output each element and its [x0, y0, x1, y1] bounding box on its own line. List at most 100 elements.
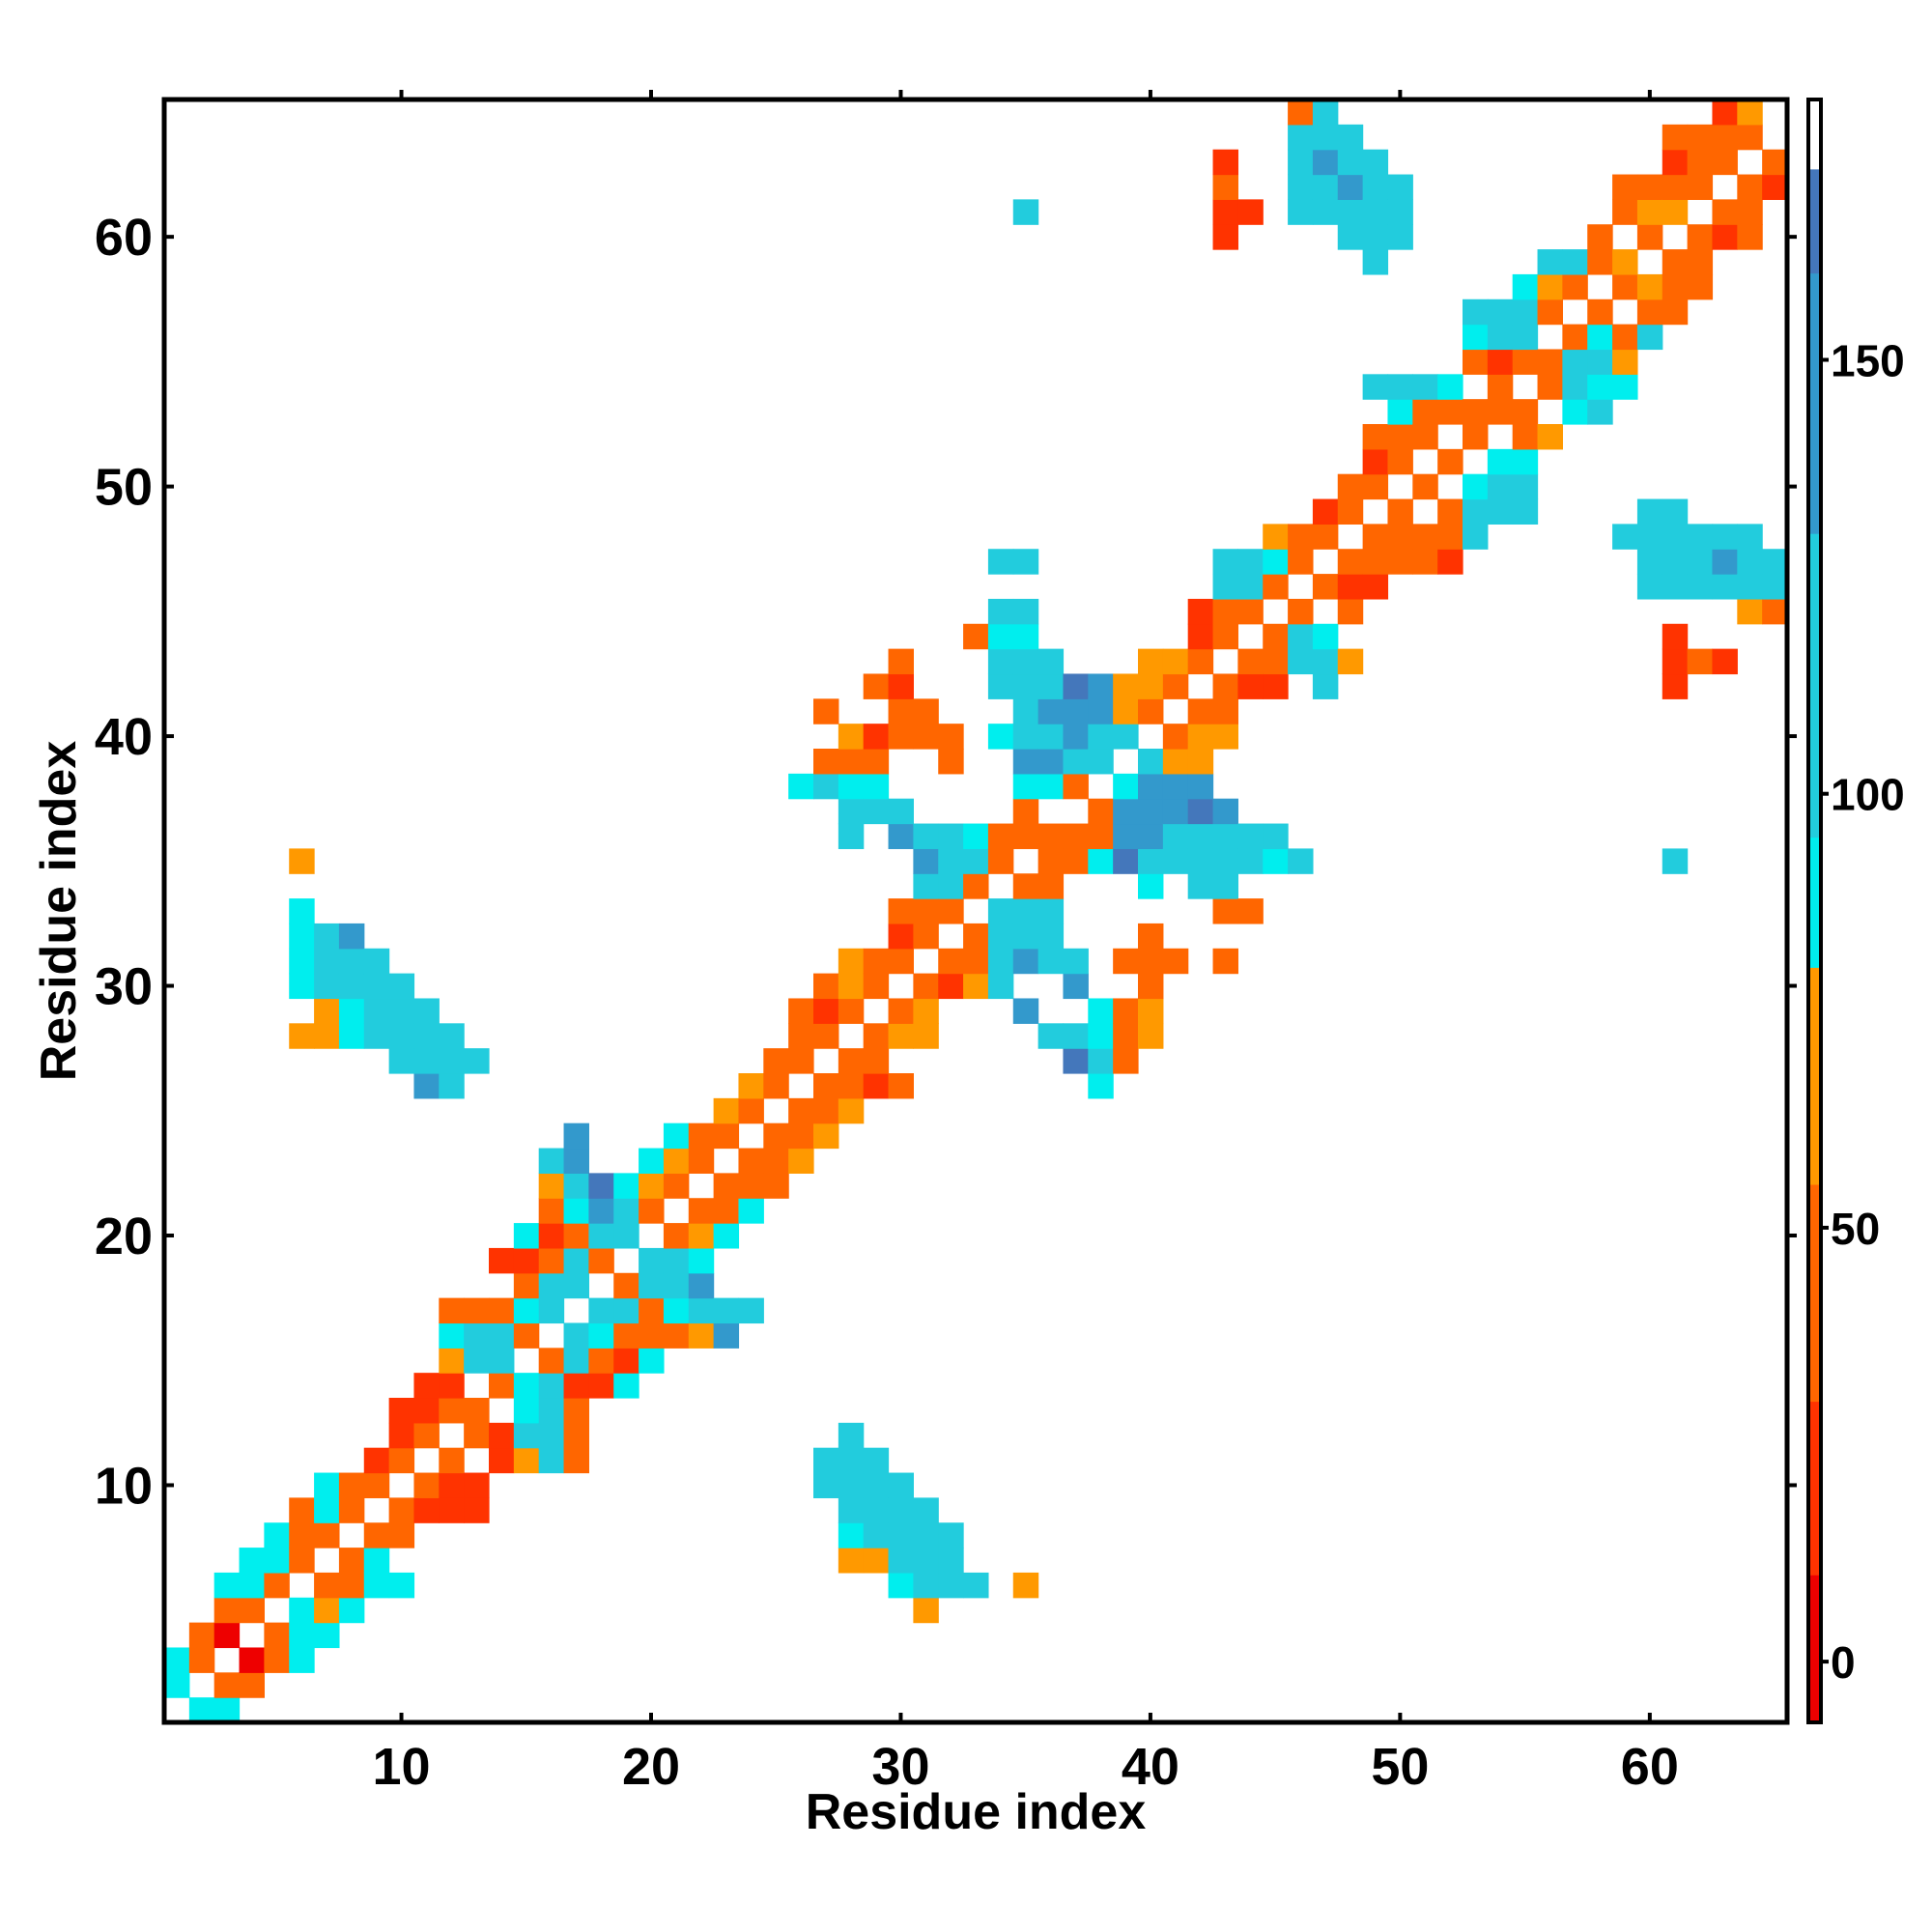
- heatmap-cell: [987, 648, 1014, 675]
- heatmap-cell: [1138, 773, 1164, 800]
- heatmap-cell: [963, 948, 989, 975]
- heatmap-cell: [863, 1497, 890, 1523]
- heatmap-cell: [1037, 898, 1065, 924]
- heatmap-cell: [1636, 174, 1663, 200]
- heatmap-cell: [1712, 224, 1738, 250]
- heatmap-cell: [314, 998, 340, 1024]
- heatmap-cell: [738, 1198, 764, 1224]
- heatmap-cell: [1037, 673, 1065, 699]
- heatmap-cell: [1113, 1023, 1139, 1049]
- heatmap-cell: [613, 1297, 639, 1324]
- heatmap-cell: [413, 1497, 440, 1523]
- heatmap-cell: [1312, 149, 1339, 176]
- heatmap-cell: [838, 724, 865, 750]
- heatmap-cell: [1063, 749, 1089, 775]
- heatmap-cell: [1662, 498, 1689, 525]
- heatmap-cell: [938, 724, 964, 750]
- heatmap-cell: [987, 848, 1014, 874]
- heatmap-cell: [913, 873, 939, 899]
- heatmap-cell: [639, 1247, 665, 1274]
- heatmap-cell: [1138, 998, 1164, 1024]
- heatmap-cell: [1088, 673, 1114, 699]
- heatmap-cell: [938, 873, 964, 899]
- heatmap-cell: [338, 1023, 365, 1049]
- heatmap-cell: [289, 898, 315, 924]
- y-axis: 10 20 30 40 50 60: [95, 209, 1797, 1515]
- heatmap-cell: [913, 1023, 939, 1049]
- heatmap-cell: [888, 1073, 914, 1099]
- y-axis-title: Residue index: [31, 741, 87, 1082]
- heatmap-cell: [1113, 773, 1139, 800]
- colorbar-tick-label: 150: [1831, 336, 1905, 386]
- heatmap-cell: [987, 973, 1014, 1000]
- heatmap-cell: [1312, 174, 1339, 200]
- heatmap-cell: [1737, 174, 1763, 200]
- heatmap-cell: [1662, 273, 1689, 300]
- heatmap-cell: [464, 1297, 490, 1324]
- heatmap-cell: [264, 1572, 290, 1599]
- heatmap-cell: [413, 1472, 440, 1498]
- heatmap-cell: [513, 1297, 540, 1324]
- y-tick-label: 20: [95, 1208, 153, 1265]
- heatmap-cell: [1762, 174, 1788, 200]
- heatmap-cell: [464, 1497, 490, 1523]
- heatmap-cell: [289, 1597, 315, 1624]
- heatmap-cell: [538, 1198, 565, 1224]
- heatmap-cell: [239, 1597, 265, 1624]
- heatmap-cell: [363, 973, 390, 1000]
- heatmap-cell: [489, 1297, 515, 1324]
- heatmap-cell: [1012, 773, 1039, 800]
- heatmap-cell: [338, 1597, 365, 1624]
- heatmap-cell: [588, 1198, 614, 1224]
- heatmap-cell: [688, 1297, 715, 1324]
- heatmap-cell: [1537, 424, 1563, 450]
- heatmap-cell: [1687, 273, 1714, 300]
- heatmap-cell: [363, 1548, 390, 1574]
- heatmap-cell: [738, 1173, 764, 1199]
- heatmap-cell: [913, 1497, 939, 1523]
- heatmap-cell: [439, 1023, 465, 1049]
- heatmap-cell: [1088, 798, 1114, 825]
- heatmap-cell: [1337, 574, 1364, 600]
- x-axis-title: Residue index: [806, 1784, 1147, 1840]
- heatmap-cell: [388, 998, 415, 1024]
- heatmap-cell: [1212, 174, 1238, 200]
- colorbar-tick-label: 0: [1831, 1637, 1856, 1688]
- colorbar-band: [1808, 1401, 1821, 1576]
- heatmap-cell: [863, 1472, 890, 1498]
- heatmap-cell: [289, 923, 315, 950]
- heatmap-cell: [1312, 574, 1339, 600]
- heatmap-cell: [888, 1548, 914, 1574]
- heatmap-cell: [563, 1148, 589, 1174]
- heatmap-cell: [1712, 574, 1738, 600]
- heatmap-cell: [1138, 698, 1164, 724]
- heatmap-cell: [987, 923, 1014, 950]
- heatmap-cell: [1263, 549, 1289, 575]
- heatmap-cell: [1737, 224, 1763, 250]
- heatmap-cell: [1212, 598, 1238, 625]
- heatmap-cell: [1138, 798, 1164, 825]
- heatmap-cell: [1288, 174, 1314, 200]
- heatmap-cell: [439, 1398, 465, 1424]
- heatmap-cell: [938, 948, 964, 975]
- heatmap-cell: [1537, 374, 1563, 400]
- heatmap-cell: [239, 1548, 265, 1574]
- x-tick-label: 40: [1122, 1738, 1179, 1796]
- heatmap-cell: [1138, 648, 1164, 675]
- heatmap-cell: [1187, 773, 1214, 800]
- heatmap-cell: [1012, 898, 1039, 924]
- heatmap-cell: [788, 1122, 814, 1150]
- heatmap-cell: [888, 1023, 914, 1049]
- heatmap-cell: [1012, 673, 1039, 699]
- heatmap-cell: [314, 1497, 340, 1523]
- heatmap-cell: [888, 1572, 914, 1599]
- heatmap-cell: [1212, 948, 1238, 975]
- colorbar-band: [1808, 837, 1821, 968]
- heatmap-cell: [1162, 823, 1189, 849]
- heatmap-cell: [338, 973, 365, 1000]
- heatmap-cell: [1187, 648, 1214, 675]
- heatmap-cell: [987, 724, 1014, 750]
- heatmap-cell: [1612, 349, 1638, 375]
- heatmap-cell: [1687, 549, 1714, 575]
- heatmap-cell: [338, 1472, 365, 1498]
